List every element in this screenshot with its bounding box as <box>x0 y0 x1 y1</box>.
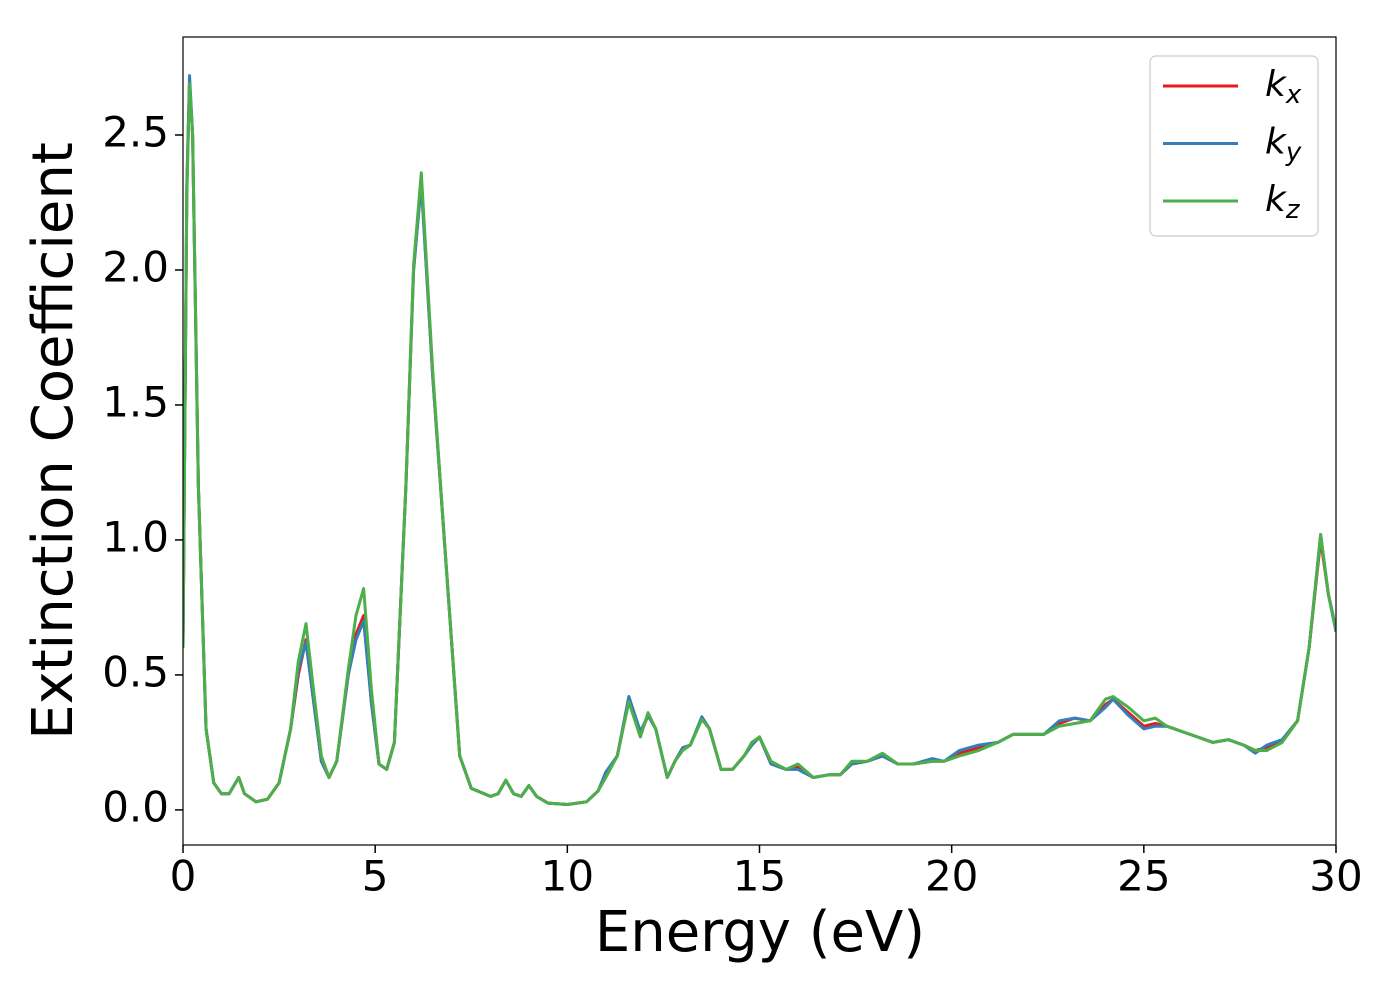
legend-label: kx <box>1265 64 1302 110</box>
x-tick-label: 5 <box>362 852 389 901</box>
legend-label: ky <box>1265 122 1302 168</box>
y-tick-label: 2.5 <box>102 107 169 156</box>
legend-box <box>1149 55 1319 237</box>
legend-label: kz <box>1265 179 1301 225</box>
x-tick-label: 0 <box>170 852 197 901</box>
x-axis-label: Energy (eV) <box>595 900 925 965</box>
y-tick-label: 2.0 <box>102 242 169 291</box>
x-tick-label: 25 <box>1117 852 1170 901</box>
y-tick-label: 1.5 <box>102 377 169 426</box>
x-tick-label: 30 <box>1309 852 1362 901</box>
y-tick-label: 1.0 <box>102 512 169 561</box>
y-tick-label: 0.0 <box>102 782 169 831</box>
y-axis-label: Extinction Coefficient <box>21 142 86 740</box>
x-tick-label: 10 <box>541 852 594 901</box>
y-tick-label: 0.5 <box>102 647 169 696</box>
data-line <box>183 82 1336 807</box>
x-tick-label: 15 <box>733 852 786 901</box>
plot-frame <box>182 36 1337 846</box>
x-tick-label: 20 <box>925 852 978 901</box>
